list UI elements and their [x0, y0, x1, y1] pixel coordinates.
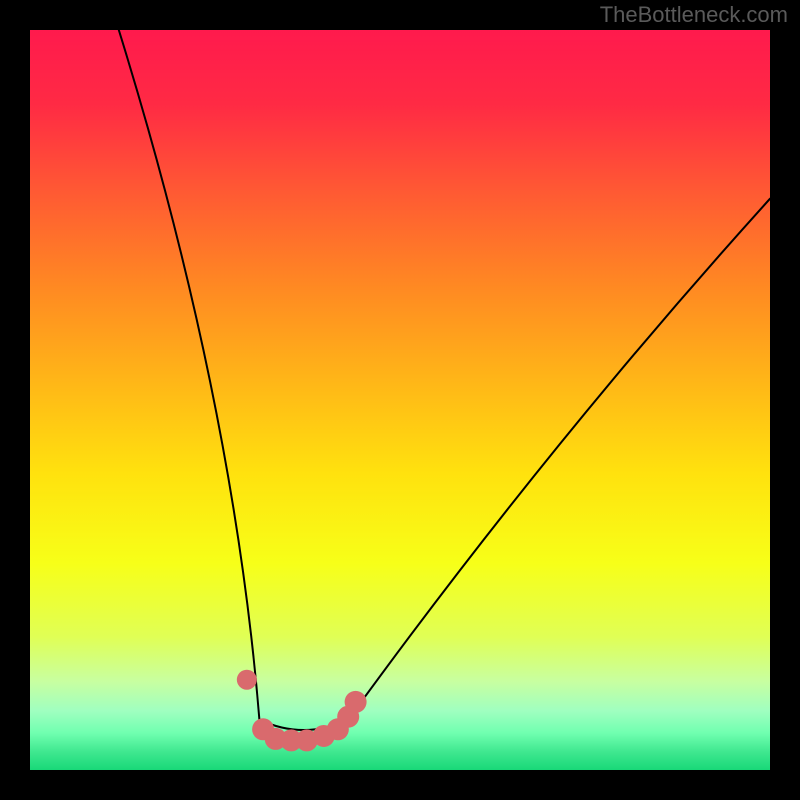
watermark-text: TheBottleneck.com [600, 2, 788, 27]
gradient-background [30, 30, 770, 770]
image-root: TheBottleneck.com [0, 0, 800, 800]
chart-svg: TheBottleneck.com [0, 0, 800, 800]
valley-marker [237, 670, 257, 690]
valley-marker [345, 691, 367, 713]
